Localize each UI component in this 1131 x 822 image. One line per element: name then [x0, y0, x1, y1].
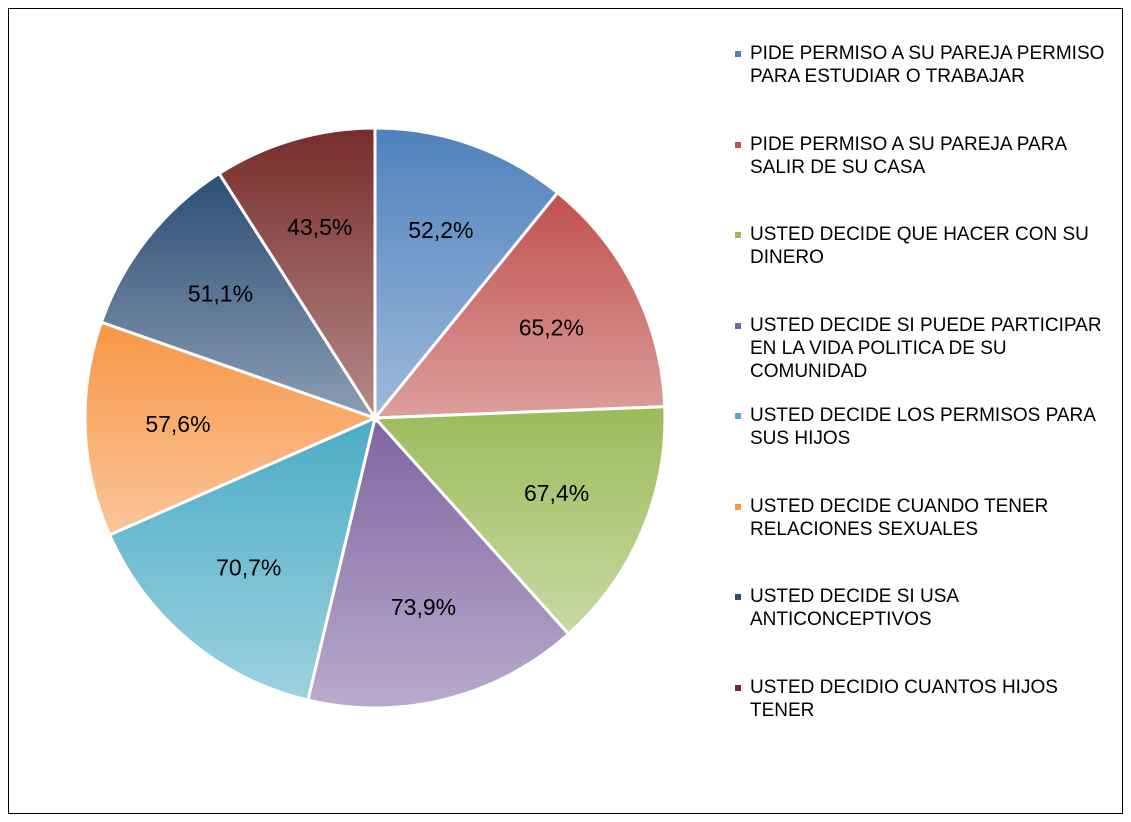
data-label: 73,9% — [391, 594, 456, 620]
legend-label: USTED DECIDIO CUANTOS HIJOS TENER — [750, 676, 1058, 721]
legend-entry: USTED DECIDE SI USA ANTICONCEPTIVOS — [735, 585, 1125, 631]
legend-label: USTED DECIDE SI USA ANTICONCEPTIVOS — [750, 586, 958, 630]
data-label: 51,1% — [188, 281, 253, 307]
legend-label: PIDE PERMISO A SU PAREJA PARA SALIR DE S… — [750, 133, 1067, 178]
pie-slice — [83, 320, 380, 537]
pie-slice — [371, 405, 667, 637]
legend-entry: USTED DECIDE SI PUEDE PARTICIPAR EN LA V… — [735, 314, 1125, 383]
legend-marker — [735, 413, 741, 419]
legend-label: PIDE PERMISO A SU PAREJA PERMISO PARA ES… — [750, 43, 1105, 87]
chart-border — [8, 8, 1123, 814]
data-label: 52,2% — [408, 217, 473, 243]
legend-entry: USTED DECIDE QUE HACER CON SU DINERO — [735, 223, 1125, 269]
data-label: 43,5% — [287, 214, 352, 240]
legend-marker — [735, 503, 741, 510]
pie-slice — [306, 414, 571, 710]
legend-marker — [735, 322, 741, 329]
legend-entry: USTED DECIDE CUANDO TENER RELACIONES SEX… — [735, 495, 1125, 541]
data-label: 67,4% — [524, 480, 589, 506]
pie-slice — [99, 171, 379, 421]
legend-label: USTED DECIDE LOS PERMISOS PARA SUS HIJOS — [750, 405, 1095, 449]
legend-label: USTED DECIDE CUANDO TENER RELACIONES SEX… — [750, 495, 1049, 540]
pie-slice — [373, 126, 560, 423]
legend-entry: USTED DECIDE LOS PERMISOS PARA SUS HIJOS — [735, 404, 1125, 450]
data-label: 65,2% — [519, 315, 584, 341]
legend-entry: USTED DECIDIO CUANTOS HIJOS TENER — [735, 676, 1125, 722]
pie-slice — [107, 415, 378, 702]
legend-marker — [735, 232, 741, 238]
data-label: 57,6% — [145, 411, 210, 437]
data-label: 70,7% — [216, 555, 281, 581]
legend-entry: PIDE PERMISO A SU PAREJA PERMISO PARA ES… — [735, 42, 1125, 88]
legend-marker — [735, 141, 741, 148]
legend-marker — [735, 594, 741, 600]
legend-marker — [735, 684, 741, 691]
pie-slice — [217, 126, 377, 424]
legend-label: USTED DECIDE SI PUEDE PARTICIPAR EN LA V… — [750, 314, 1102, 382]
legend-marker — [735, 51, 741, 57]
pie-slice — [371, 190, 667, 420]
legend-entry: PIDE PERMISO A SU PAREJA PARA SALIR DE S… — [735, 133, 1125, 179]
legend-label: USTED DECIDE QUE HACER CON SU DINERO — [750, 224, 1089, 268]
